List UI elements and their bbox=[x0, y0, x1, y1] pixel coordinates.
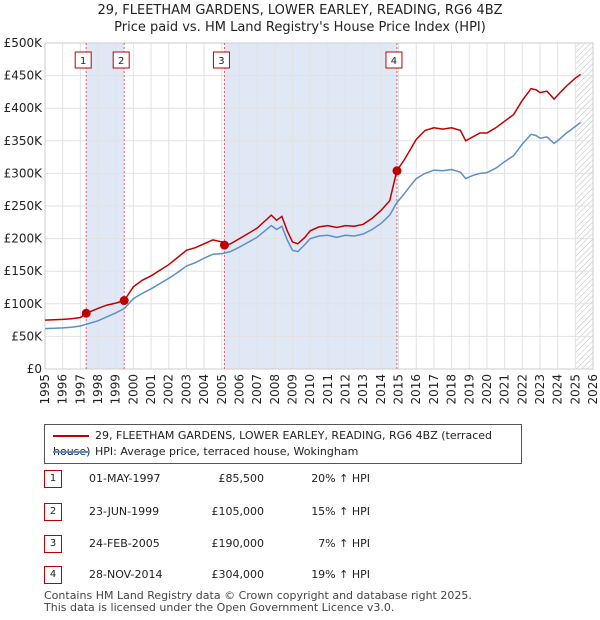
sale-number-badge: 1 bbox=[44, 470, 62, 488]
legend-label-hpi: HPI: Average price, terraced house, Woki… bbox=[95, 445, 359, 458]
sale-point-1 bbox=[81, 308, 91, 318]
x-tick-label: 1998 bbox=[91, 374, 105, 405]
x-tick-label: 2002 bbox=[162, 374, 176, 405]
sale-hpi-change: 15% ↑ HPI bbox=[311, 505, 370, 518]
y-tick-label: £500K bbox=[4, 36, 44, 50]
legend-label-property: 29, FLEETHAM GARDENS, LOWER EARLEY, READ… bbox=[53, 429, 493, 458]
x-tick-label: 1999 bbox=[109, 374, 123, 405]
sale-price: £304,000 bbox=[211, 568, 265, 581]
sale-row: 2 23-JUN-1999 £105,000 15% ↑ HPI bbox=[44, 503, 524, 523]
series-line-hpi bbox=[44, 121, 582, 330]
x-tick-label: 2017 bbox=[427, 374, 441, 405]
sale-price: £85,500 bbox=[218, 472, 265, 485]
x-tick-label: 2025 bbox=[568, 374, 582, 405]
x-tick-label: 2003 bbox=[179, 374, 193, 405]
x-tick-label: 2006 bbox=[232, 374, 246, 405]
sale-row: 3 24-FEB-2005 £190,000 7% ↑ HPI bbox=[44, 535, 524, 555]
sale-price: £105,000 bbox=[211, 505, 265, 518]
sale-price: £190,000 bbox=[211, 537, 265, 550]
x-tick-label: 2004 bbox=[197, 374, 211, 405]
sale-point-4 bbox=[392, 166, 402, 176]
y-tick-label: £200K bbox=[4, 232, 44, 246]
x-tick-label: 2013 bbox=[356, 374, 370, 405]
chart-subtitle-text: Price paid vs. HM Land Registry's House … bbox=[114, 20, 486, 35]
plot-border bbox=[44, 42, 594, 370]
footer-licence: This data is licensed under the Open Gov… bbox=[44, 601, 395, 614]
x-tick-label: 2009 bbox=[285, 374, 299, 405]
x-tick-label: 1995 bbox=[38, 374, 52, 405]
y-tick-label: £250K bbox=[4, 199, 44, 213]
sale-hpi-change: 19% ↑ HPI bbox=[311, 568, 370, 581]
sale-number-badge: 3 bbox=[44, 535, 62, 553]
x-tick-label: 2008 bbox=[268, 374, 282, 405]
price-chart: 1 2 3 4 £0 £50K £100K £150K £200K £250K £300K £350… bbox=[4, 36, 600, 405]
sale-date: 01-MAY-1997 bbox=[89, 472, 161, 485]
x-tick-label: 2023 bbox=[533, 374, 547, 405]
sale-date: 28-NOV-2014 bbox=[89, 568, 163, 581]
sale-marker-box-2 bbox=[112, 51, 130, 69]
y-tick-label: £350K bbox=[4, 134, 44, 148]
legend: 29, FLEETHAM GARDENS, LOWER EARLEY, READ… bbox=[44, 424, 522, 464]
x-tick-label: 2020 bbox=[480, 374, 494, 405]
footer-copyright: Contains HM Land Registry data © Crown c… bbox=[44, 589, 472, 602]
chart-title-text: 29, FLEETHAM GARDENS, LOWER EARLEY, READ… bbox=[97, 3, 503, 18]
x-tick-label: 2021 bbox=[498, 374, 512, 405]
sale-marker-box-1 bbox=[74, 51, 92, 69]
x-tick-label: 2000 bbox=[126, 374, 140, 405]
sale-hpi-change: 20% ↑ HPI bbox=[311, 472, 370, 485]
y-tick-label: £400K bbox=[4, 101, 44, 115]
y-tick-label: £450K bbox=[4, 69, 44, 83]
sale-date: 23-JUN-1999 bbox=[89, 505, 160, 518]
series-line-property bbox=[44, 73, 582, 321]
sale-marker-label-4: 4 bbox=[391, 56, 397, 67]
y-tick-label: £0 bbox=[27, 362, 42, 376]
x-tick-label: 2011 bbox=[321, 374, 335, 405]
x-tick-label: 2015 bbox=[392, 374, 406, 405]
sale-number-badge: 4 bbox=[44, 566, 62, 584]
x-tick-label: 2001 bbox=[144, 374, 158, 405]
sale-number-badge: 2 bbox=[44, 503, 62, 521]
sale-marker-label-3: 3 bbox=[218, 56, 224, 67]
y-tick-label: £50K bbox=[11, 329, 43, 343]
sale-marker-label-1: 1 bbox=[80, 56, 86, 67]
legend-swatch-hpi bbox=[53, 451, 89, 453]
sale-hpi-change: 7% ↑ HPI bbox=[318, 537, 370, 550]
x-tick-label: 2018 bbox=[445, 374, 459, 405]
x-tick-label: 2010 bbox=[303, 374, 317, 405]
sale-row: 4 28-NOV-2014 £304,000 19% ↑ HPI bbox=[44, 566, 524, 586]
sale-row: 1 01-MAY-1997 £85,500 20% ↑ HPI bbox=[44, 470, 524, 490]
y-tick-label: £100K bbox=[4, 297, 44, 311]
x-tick-label: 2022 bbox=[515, 374, 529, 405]
sale-point-3 bbox=[219, 240, 229, 250]
x-tick-label: 2019 bbox=[462, 374, 476, 405]
sale-marker-label-2: 2 bbox=[118, 56, 124, 67]
sale-date: 24-FEB-2005 bbox=[89, 537, 160, 550]
x-tick-label: 2026 bbox=[586, 374, 600, 405]
chart-title: 29, FLEETHAM GARDENS, LOWER EARLEY, READ… bbox=[0, 2, 600, 36]
sale-marker-box-3 bbox=[212, 51, 230, 69]
x-tick-label: 2014 bbox=[374, 374, 388, 405]
x-tick-label: 2005 bbox=[215, 374, 229, 405]
x-tick-label: 1996 bbox=[56, 374, 70, 405]
x-tick-label: 2012 bbox=[339, 374, 353, 405]
legend-swatch-property bbox=[53, 435, 89, 437]
x-tick-label: 2016 bbox=[409, 374, 423, 405]
sale-marker-box-4 bbox=[385, 51, 403, 69]
x-tick-label: 1997 bbox=[73, 374, 87, 405]
y-tick-label: £150K bbox=[4, 264, 44, 278]
footer: Contains HM Land Registry data © Crown c… bbox=[44, 590, 472, 614]
x-tick-label: 2024 bbox=[551, 374, 565, 405]
legend-item-property: 29, FLEETHAM GARDENS, LOWER EARLEY, READ… bbox=[53, 428, 521, 458]
y-tick-label: £300K bbox=[4, 166, 44, 180]
sale-point-2 bbox=[119, 296, 129, 306]
x-tick-label: 2007 bbox=[250, 374, 264, 405]
legend-item-hpi: HPI: Average price, terraced house, Woki… bbox=[53, 444, 358, 460]
